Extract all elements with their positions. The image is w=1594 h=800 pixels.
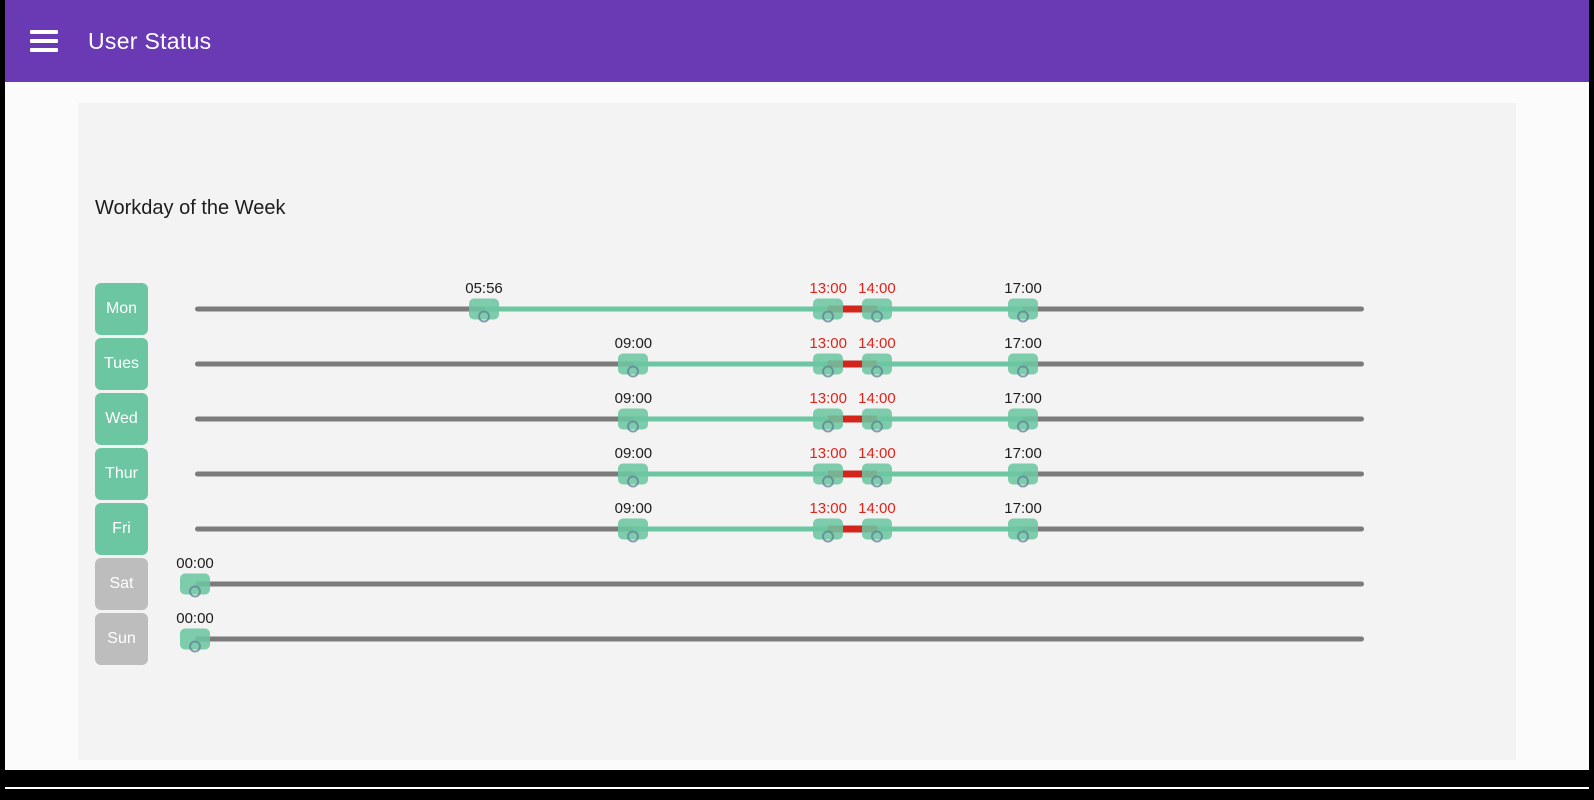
day-chip-sat[interactable]: Sat <box>95 557 148 610</box>
slider-track <box>195 636 1364 641</box>
start-time-label: 00:00 <box>176 554 214 572</box>
slider-handle-start[interactable] <box>618 353 649 374</box>
break-start-time-label: 13:00 <box>809 334 847 352</box>
end-time-label: 17:00 <box>1004 444 1042 462</box>
hamburger-menu-icon[interactable] <box>30 30 58 52</box>
slider-handle-break-end[interactable] <box>861 518 892 539</box>
work-segment-afternoon <box>876 526 1024 531</box>
break-start-time-label: 13:00 <box>809 444 847 462</box>
slider-handle-break-end[interactable] <box>861 298 892 319</box>
break-segment <box>828 470 877 477</box>
start-time-label: 00:00 <box>176 609 214 627</box>
time-slider-mon[interactable]: 05:56 13:00 14:00 17:00 <box>195 279 1364 336</box>
work-segment-morning <box>484 306 829 311</box>
day-chip-wed[interactable]: Wed <box>95 392 148 445</box>
day-chip-tues[interactable]: Tues <box>95 337 148 390</box>
start-time-label: 05:56 <box>465 279 503 297</box>
work-segment-afternoon <box>876 361 1024 366</box>
slider-handle-break-start[interactable] <box>813 518 844 539</box>
day-row-fri: Fri 09:00 13:00 14:00 17:00 <box>95 499 1440 556</box>
work-segment-morning <box>633 361 829 366</box>
menu-bar-3 <box>30 48 58 52</box>
break-end-time-label: 14:00 <box>858 499 896 517</box>
work-segment-morning <box>633 416 829 421</box>
time-slider-tues[interactable]: 09:00 13:00 14:00 17:00 <box>195 334 1364 391</box>
end-time-label: 17:00 <box>1004 279 1042 297</box>
day-chip-fri[interactable]: Fri <box>95 502 148 555</box>
slider-handle-end[interactable] <box>1008 518 1039 539</box>
workday-panel: Workday of the Week Mon 05:56 13:00 14:00 17… <box>78 103 1516 760</box>
end-time-label: 17:00 <box>1004 334 1042 352</box>
break-start-time-label: 13:00 <box>809 279 847 297</box>
day-chip-sun[interactable]: Sun <box>95 612 148 665</box>
work-segment-afternoon <box>876 416 1024 421</box>
slider-handle-end[interactable] <box>1008 408 1039 429</box>
time-slider-sun[interactable]: 00:00 <box>176 610 1364 666</box>
slider-track <box>195 581 1364 586</box>
day-row-wed: Wed 09:00 13:00 14:00 17:00 <box>95 389 1440 446</box>
slider-handle-end[interactable] <box>1008 298 1039 319</box>
start-time-label: 09:00 <box>614 499 653 517</box>
break-end-time-label: 14:00 <box>858 389 896 407</box>
slider-handle-break-end[interactable] <box>861 353 892 374</box>
break-start-time-label: 13:00 <box>809 389 847 407</box>
break-segment <box>828 415 877 422</box>
slider-handle-break-start[interactable] <box>813 298 844 319</box>
day-row-tues: Tues 09:00 13:00 14:00 17:00 <box>95 334 1440 391</box>
slider-handle-break-start[interactable] <box>813 463 844 484</box>
slider-handle-break-start[interactable] <box>813 353 844 374</box>
day-rows: Mon 05:56 13:00 14:00 17:00 Tues 09:00 13:00 14:… <box>95 279 1440 666</box>
break-end-time-label: 14:00 <box>858 444 896 462</box>
start-time-label: 09:00 <box>614 389 653 407</box>
menu-bar-2 <box>30 39 58 43</box>
day-row-thur: Thur 09:00 13:00 14:00 17:00 <box>95 444 1440 501</box>
day-row-sat: Sat 00:00 <box>95 555 1440 611</box>
break-end-time-label: 14:00 <box>858 334 896 352</box>
panel-title: Workday of the Week <box>95 197 286 219</box>
break-end-time-label: 14:00 <box>858 279 896 297</box>
break-segment <box>828 305 877 312</box>
break-segment <box>828 525 877 532</box>
menu-bar-1 <box>30 30 58 34</box>
work-segment-afternoon <box>876 471 1024 476</box>
app-bar: User Status <box>5 0 1589 82</box>
day-row-sun: Sun 00:00 <box>95 610 1440 666</box>
start-time-label: 09:00 <box>614 334 653 352</box>
time-slider-sat[interactable]: 00:00 <box>176 555 1364 611</box>
bottom-nav-line <box>5 787 1589 789</box>
work-segment-morning <box>633 471 829 476</box>
slider-handle-start[interactable] <box>180 628 210 649</box>
slider-handle-start[interactable] <box>618 518 649 539</box>
day-chip-thur[interactable]: Thur <box>95 447 148 500</box>
day-row-mon: Mon 05:56 13:00 14:00 17:00 <box>95 279 1440 336</box>
break-start-time-label: 13:00 <box>809 499 847 517</box>
break-segment <box>828 360 877 367</box>
end-time-label: 17:00 <box>1004 499 1042 517</box>
time-slider-wed[interactable]: 09:00 13:00 14:00 17:00 <box>195 389 1364 446</box>
slider-handle-break-end[interactable] <box>861 408 892 429</box>
page-title: User Status <box>88 27 212 54</box>
end-time-label: 17:00 <box>1004 389 1042 407</box>
day-chip-mon[interactable]: Mon <box>95 282 148 335</box>
slider-handle-start[interactable] <box>618 463 649 484</box>
work-segment-morning <box>633 526 829 531</box>
slider-handle-break-start[interactable] <box>813 408 844 429</box>
work-segment-afternoon <box>876 306 1024 311</box>
slider-handle-break-end[interactable] <box>861 463 892 484</box>
app-screen: User Status Workday of the Week Mon 05:56… <box>5 0 1589 770</box>
slider-handle-end[interactable] <box>1008 463 1039 484</box>
slider-handle-start[interactable] <box>469 298 499 319</box>
slider-handle-end[interactable] <box>1008 353 1039 374</box>
start-time-label: 09:00 <box>614 444 653 462</box>
time-slider-fri[interactable]: 09:00 13:00 14:00 17:00 <box>195 499 1364 556</box>
slider-handle-start[interactable] <box>618 408 649 429</box>
slider-handle-start[interactable] <box>180 573 210 594</box>
time-slider-thur[interactable]: 09:00 13:00 14:00 17:00 <box>195 444 1364 501</box>
